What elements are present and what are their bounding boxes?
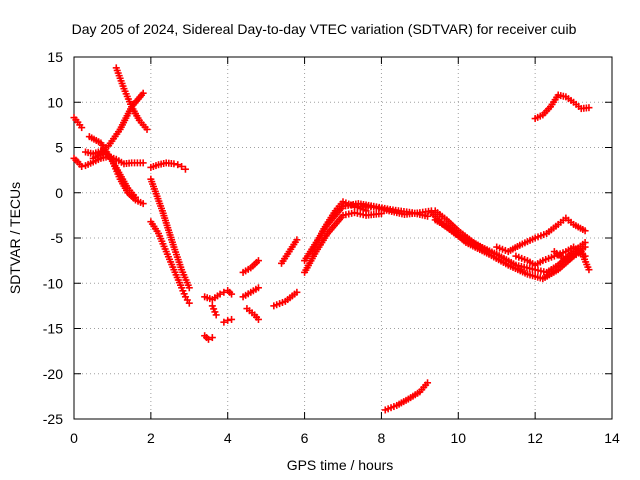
data-point [131,193,139,201]
series-arc-17 [239,284,262,301]
data-point [228,315,236,323]
series-arc-13 [208,302,220,319]
series-arc-25 [381,379,432,414]
data-point [78,124,86,132]
x-tick-label: 12 [527,430,543,446]
series-arc-12 [201,332,216,343]
data-point [293,236,301,244]
y-axis-label: SDTVAR / TECUs [7,182,23,294]
data-point [174,161,182,169]
data-point [185,299,193,307]
x-tick-label: 10 [450,430,466,446]
series-arc-28 [431,207,493,256]
series-arc-1 [70,114,86,132]
series-arc-9 [147,218,193,307]
series-arc-20 [278,236,301,267]
x-tick-label: 6 [301,430,309,446]
data-point [78,163,86,171]
x-tick-label: 14 [604,430,620,446]
chart-title: Day 205 of 2024, Sidereal Day-to-day VTE… [72,21,577,37]
series-arc-32 [550,248,593,274]
y-tick-label: -25 [43,411,63,427]
x-tick-label: 2 [147,430,155,446]
axis-ticks: 0 2 4 6 8 10 12 14 15 10 5 0 -5 -10 -15 -20 -25 [43,49,620,446]
data-point [216,290,224,298]
series-arc-14 [220,286,236,298]
series-arc-2 [70,154,86,171]
x-tick-label: 8 [378,430,386,446]
data-point [170,160,178,168]
data-point [254,257,262,265]
data-points [70,64,593,414]
y-tick-label: -20 [43,366,63,382]
data-point [208,334,216,342]
data-point [220,318,228,326]
data-point [254,315,262,323]
data-point [585,266,593,274]
data-point [212,311,220,319]
data-point [224,316,232,324]
data-point [424,379,432,387]
y-tick-label: 10 [47,94,63,110]
y-tick-label: -15 [43,321,63,337]
series-arc-8 [147,159,189,173]
data-point [362,207,370,215]
series-arc-29 [493,214,589,256]
x-tick-label: 0 [70,430,78,446]
x-axis-label: GPS time / hours [287,457,394,473]
data-point [178,163,186,171]
gridlines [74,57,612,419]
y-tick-label: 5 [55,140,63,156]
data-point [424,212,432,220]
series-arc-10 [147,175,193,292]
series-arc-6 [89,148,139,201]
data-point [143,125,151,133]
data-point [585,104,593,112]
data-point [581,227,589,235]
series-arc-15 [220,315,236,326]
data-point [139,89,147,97]
data-point [185,284,193,292]
data-point [181,165,189,173]
series-arc-11 [201,290,224,304]
y-tick-label: -5 [51,230,64,246]
data-point [293,288,301,296]
x-tick-label: 4 [224,430,232,446]
data-point [139,159,147,167]
data-point [139,200,147,208]
data-point [485,248,493,256]
y-tick-label: 0 [55,185,63,201]
y-tick-label: -10 [43,275,63,291]
series-arc-16 [239,257,262,276]
data-point [581,243,589,251]
data-point [254,284,262,292]
y-tick-label: 15 [47,49,63,65]
series-arc-31 [531,91,593,123]
series-arc-23 [308,198,370,256]
series-arc-19 [270,288,301,310]
data-point [228,290,236,298]
series-arc-18 [243,305,262,323]
series-arc-7 [112,64,151,133]
data-point [205,335,212,343]
